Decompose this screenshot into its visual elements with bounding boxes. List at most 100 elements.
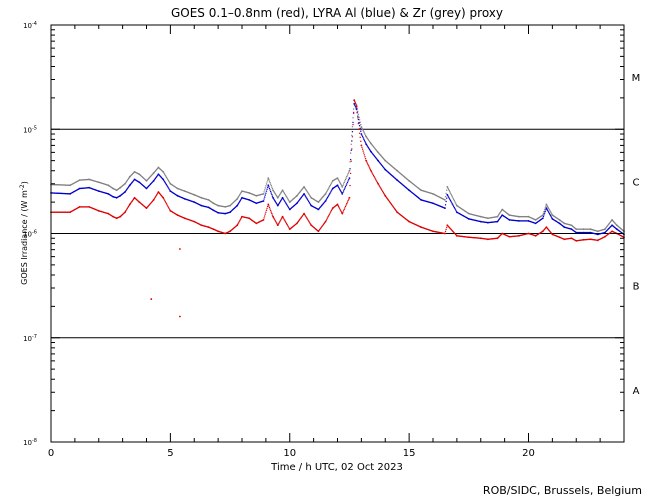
trace-dot [330,182,333,184]
trace-dot [331,181,333,183]
flare-class-label: M [632,73,641,84]
trace-dot [285,203,288,205]
trace-dot [276,196,278,198]
credit-text: ROB/SIDC, Brussels, Belgium [483,484,642,497]
data-point [360,133,363,135]
trace-dot [264,187,266,189]
trace-dot [282,198,284,200]
trace-dot [450,201,452,203]
trace-dot [367,163,369,166]
trace-dot [452,205,455,208]
trace-dot [383,159,386,161]
trace-dot [361,135,364,138]
trace-dot [324,221,326,224]
flare-class-label: B [633,282,640,293]
trace-dot [336,177,338,180]
trace-dot [115,217,117,219]
trace-dot [305,196,307,198]
trace-dot [305,217,308,219]
trace-dot [361,134,363,136]
trace-dot [330,191,332,193]
trace-dot [347,172,349,175]
trace-dot [551,232,553,235]
trace-dot [327,188,329,190]
trace-dot [167,205,169,207]
trace-dot [551,213,553,215]
trace-dot [133,197,135,200]
trace-dot [161,170,164,173]
trace-dot [346,202,348,205]
trace-dot [309,195,311,197]
trace-dot [348,178,350,181]
trace-dot [551,217,553,219]
trace-dot [168,188,170,190]
trace-dot [543,212,546,214]
trace-dot [263,198,265,200]
trace-dot [285,221,287,224]
trace-dot [167,178,169,181]
trace-dot [350,143,352,145]
trace-dot [447,188,450,191]
trace-dot [308,194,310,196]
trace-dot [262,200,264,202]
trace-dot [346,175,348,178]
trace-dot [277,223,280,225]
trace-dot [496,237,498,240]
trace-dot [339,189,342,192]
trace-dot [97,181,99,183]
trace-dot [328,194,330,197]
trace-dot [352,108,355,110]
trace-dot [240,191,243,193]
trace-dot [274,219,276,221]
trace-dot [269,190,272,193]
trace-dot [328,193,331,195]
trace-dot [610,231,613,233]
trace-dot [287,226,290,228]
trace-dot [452,197,454,199]
trace-dot [118,187,121,189]
trace-dot [445,192,447,195]
trace-dot [355,104,357,106]
trace-dot [200,204,202,207]
trace-dot [145,179,147,181]
trace-dot [359,136,361,139]
trace-dot [544,210,546,213]
trace-dot [330,209,333,212]
trace-dot [138,173,140,175]
trace-dot [374,177,376,179]
trace-dot [546,204,548,207]
trace-dot [582,228,584,230]
outlier-point [179,248,181,250]
trace-dot [376,180,378,183]
trace-dot [306,218,309,220]
trace-dot [169,181,171,184]
trace-dot [330,183,332,186]
trace-dot [395,178,398,181]
trace-dot [168,207,170,210]
trace-dot [381,190,384,193]
trace-dot [295,195,297,198]
data-point [365,159,368,162]
trace-dot [443,207,446,209]
trace-dot [355,107,357,109]
trace-dot [279,220,281,222]
trace-dot [570,224,572,226]
trace-dot [419,198,422,201]
trace-dot [133,171,135,174]
y-tick-label: 10-8 [23,438,37,447]
trace-dot [336,204,338,206]
trace-dot [361,127,363,129]
trace-dot [449,198,451,201]
trace-dot [165,184,168,186]
trace-dot [351,136,354,138]
trace-dot [381,189,383,192]
trace-dot [342,190,345,192]
trace-dot [326,196,329,199]
trace-dot [283,191,285,194]
trace-dot [354,102,357,105]
trace-dot [152,180,154,183]
trace-dot [266,205,269,208]
trace-dot [238,220,241,222]
trace-dot [106,184,109,186]
